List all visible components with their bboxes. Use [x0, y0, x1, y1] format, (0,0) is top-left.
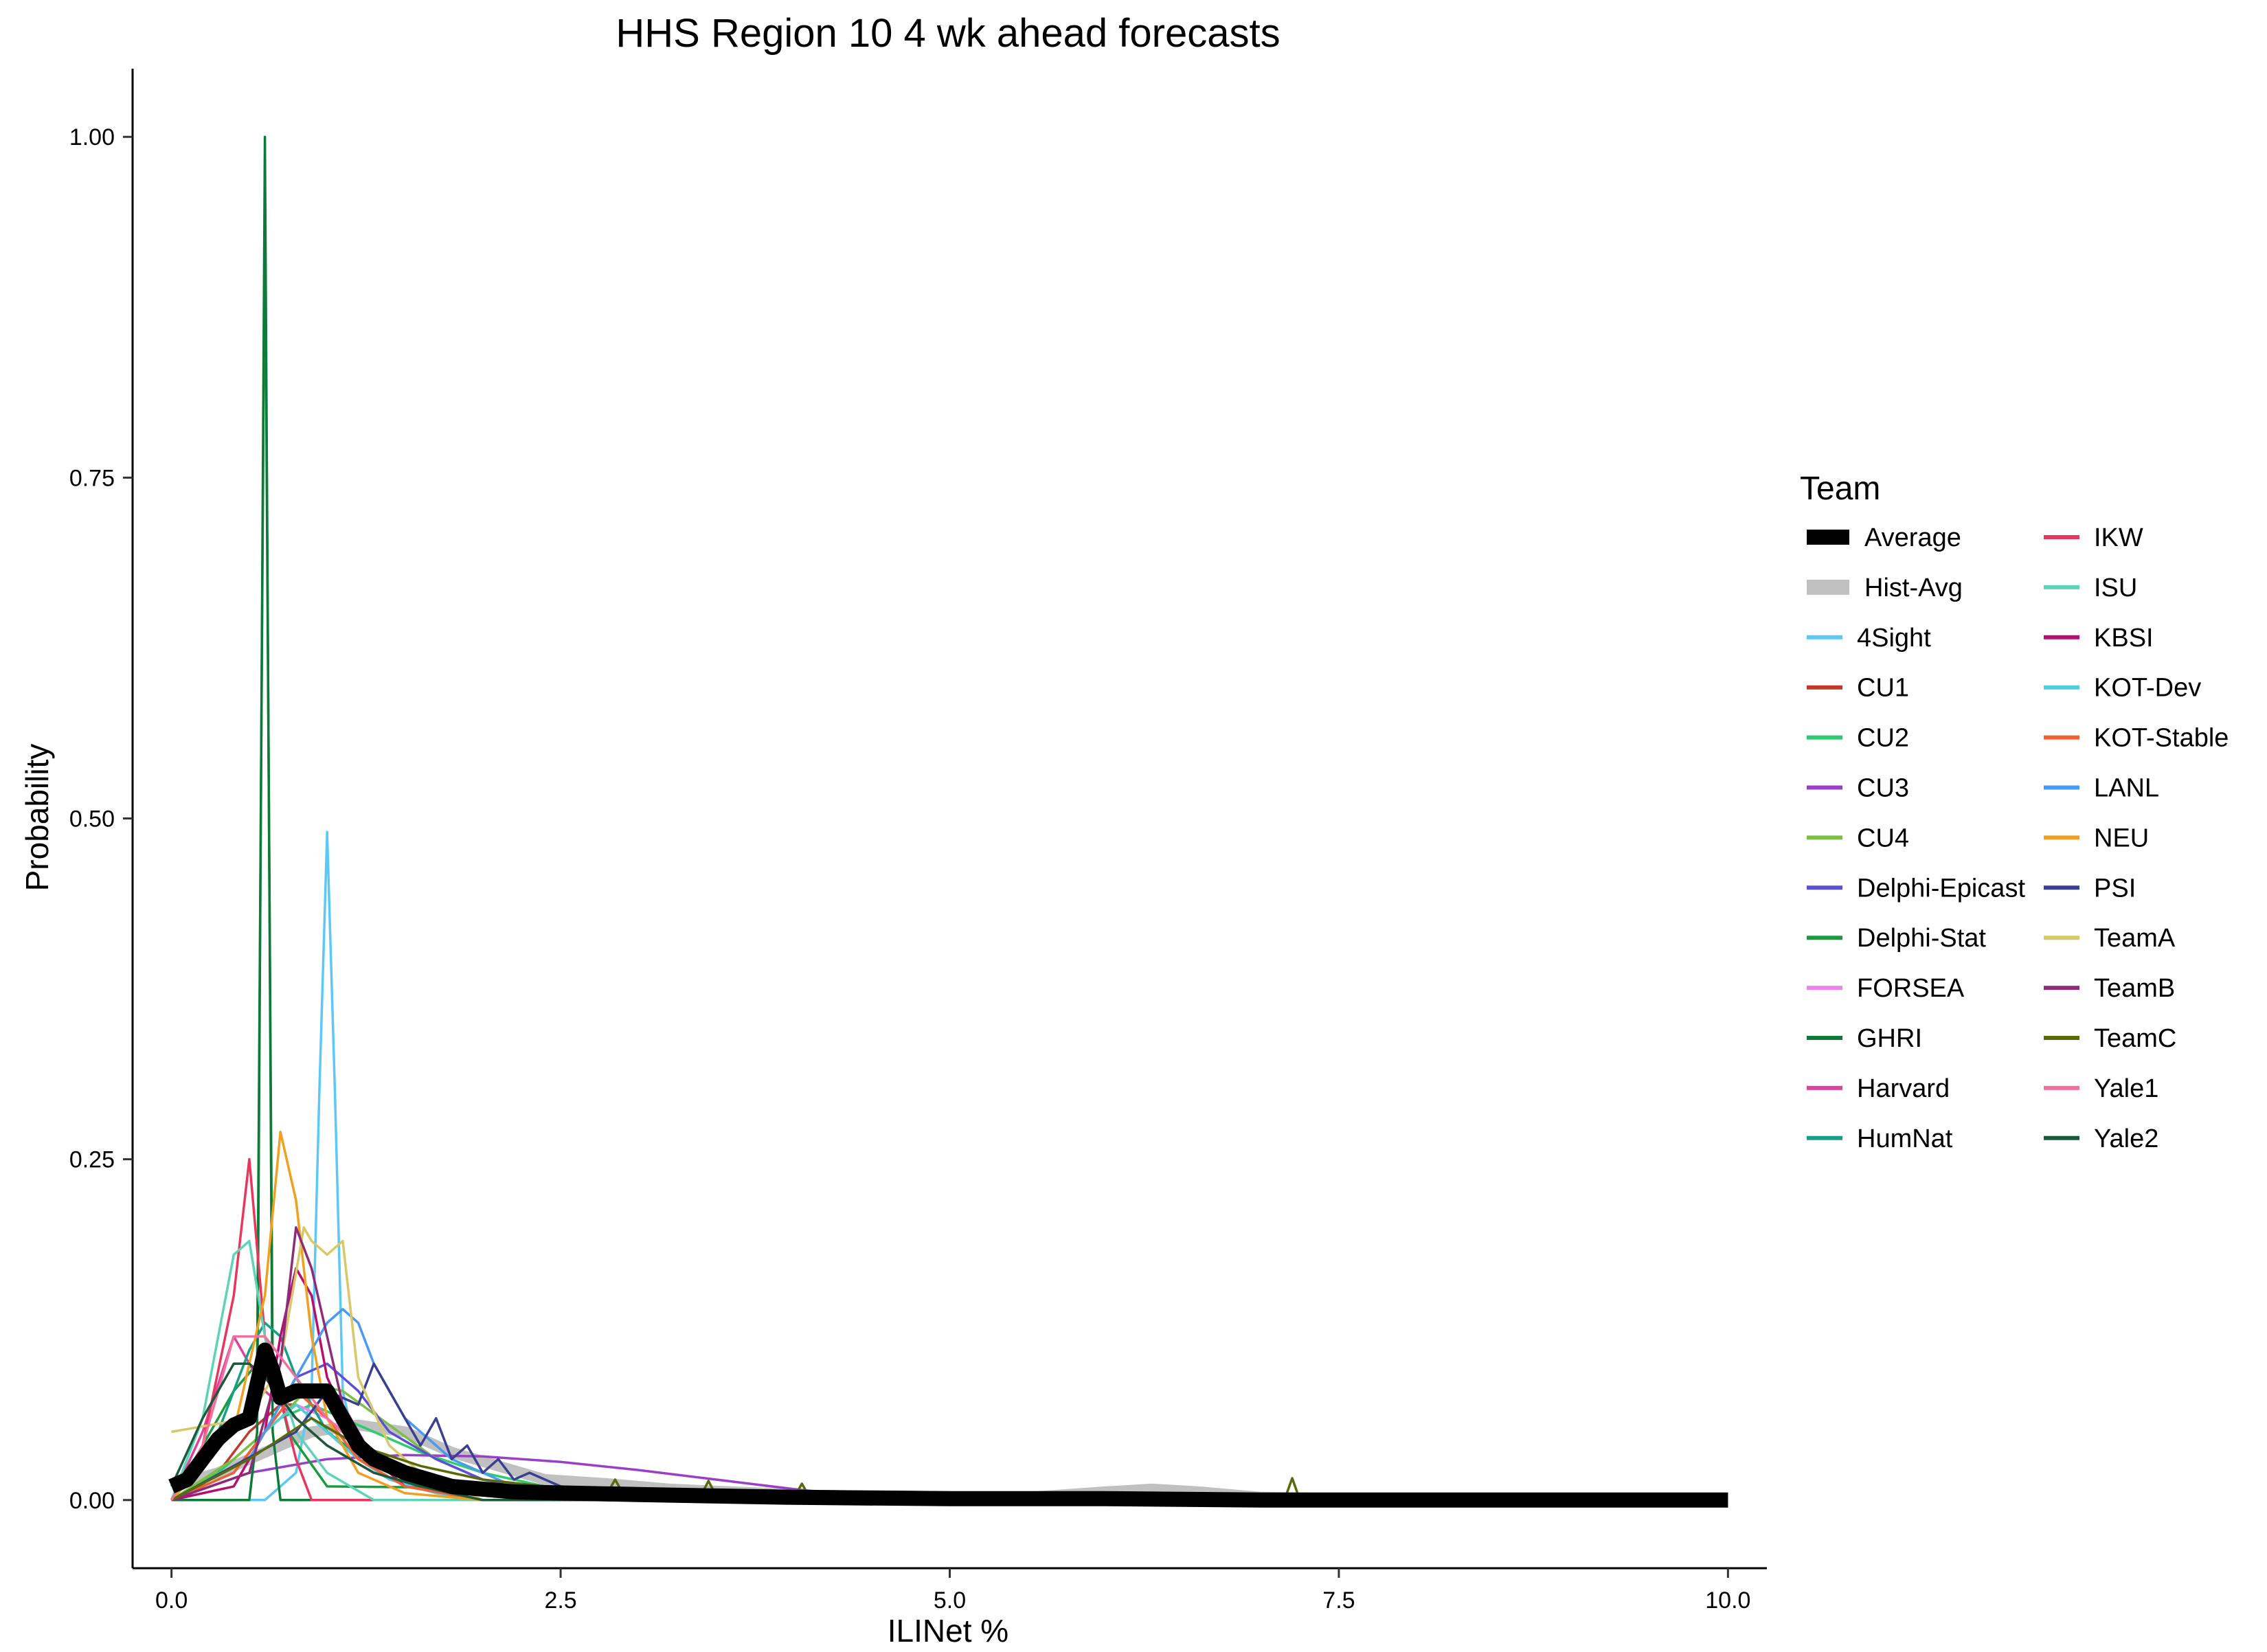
x-tick-label: 2.5	[544, 1587, 576, 1614]
x-tick-label: 0.0	[155, 1587, 188, 1614]
legend: Team Average Hist-Avg 4Sight CU1 CU2 CU3 CU4 De…	[1800, 471, 2229, 1153]
legend-item-kot-stable: KOT-Stable	[2044, 724, 2229, 753]
legend-item-psi: PSI	[2044, 874, 2136, 903]
x-axis: 0.0 2.5 5.0 7.5 10.0	[133, 1567, 1767, 1614]
legend-label: Average	[1864, 523, 1961, 552]
y-tick-label: 0.75	[69, 465, 115, 491]
y-axis: 0.00 0.25 0.50 0.75 1.00	[69, 69, 134, 1568]
legend-item-neu: NEU	[2044, 824, 2149, 852]
legend-label: HumNat	[1857, 1124, 1953, 1153]
legend-item-kbsi: KBSI	[2044, 624, 2154, 653]
series-line-teama	[171, 1226, 1728, 1502]
x-axis-title: ILINet %	[888, 1613, 1008, 1649]
legend-item-average: Average	[1807, 523, 1961, 552]
legend-item-hist-avg: Hist-Avg	[1807, 574, 1963, 602]
legend-label: CU2	[1857, 724, 1909, 753]
series-line-neu	[170, 1131, 1728, 1502]
chart-title: HHS Region 10 4 wk ahead forecasts	[616, 11, 1280, 56]
legend-label: Harvard	[1857, 1074, 1950, 1103]
legend-label: Hist-Avg	[1864, 574, 1963, 602]
legend-item-kot-dev: KOT-Dev	[2044, 674, 2201, 703]
legend-label: Yale2	[2094, 1124, 2158, 1153]
legend-item-ghri: GHRI	[1807, 1024, 1922, 1053]
legend-item-lanl: LANL	[2044, 774, 2159, 803]
series-line-psi	[170, 1362, 1728, 1502]
legend-label: KOT-Dev	[2094, 674, 2201, 703]
legend-label: CU4	[1857, 824, 1909, 852]
y-tick-label: 0.50	[69, 806, 115, 833]
legend-label: IKW	[2094, 523, 2143, 552]
legend-item-harvard: Harvard	[1807, 1074, 1950, 1103]
legend-label: LANL	[2094, 774, 2159, 803]
legend-item-teamb: TeamB	[2044, 974, 2175, 1003]
legend-label: CU1	[1857, 674, 1909, 703]
legend-label: GHRI	[1857, 1024, 1922, 1053]
plot-area	[168, 135, 1728, 1508]
series-line-ikw	[170, 1157, 1728, 1502]
legend-label: 4Sight	[1857, 624, 1931, 653]
legend-label: FORSEA	[1857, 974, 1965, 1003]
legend-item-delphi-stat: Delphi-Stat	[1807, 924, 1986, 953]
legend-item-yale2: Yale2	[2044, 1124, 2158, 1153]
legend-label: NEU	[2094, 824, 2149, 852]
legend-item-teamc: TeamC	[2044, 1024, 2176, 1053]
y-tick-label: 1.00	[69, 124, 115, 150]
legend-label: TeamA	[2094, 924, 2176, 953]
legend-item-humnat: HumNat	[1807, 1124, 1953, 1153]
y-axis-title: Probability	[19, 744, 55, 892]
legend-item-forsea: FORSEA	[1807, 974, 1965, 1003]
legend-title: Team	[1800, 471, 1880, 507]
legend-label: KOT-Stable	[2094, 724, 2229, 753]
legend-item-isu: ISU	[2044, 574, 2137, 602]
legend-item-cu4: CU4	[1807, 824, 1909, 852]
series-line-4sight	[171, 830, 1728, 1502]
legend-item-teama: TeamA	[2044, 924, 2176, 953]
legend-item-delphi-epicast: Delphi-Epicast	[1807, 874, 2025, 903]
legend-label: Delphi-Stat	[1857, 924, 1986, 953]
x-tick-label: 5.0	[934, 1587, 966, 1614]
legend-label: TeamB	[2094, 974, 2175, 1003]
legend-item-yale1: Yale1	[2044, 1074, 2158, 1103]
legend-label: TeamC	[2094, 1024, 2176, 1053]
legend-label: Yale1	[2094, 1074, 2158, 1103]
y-tick-label: 0.25	[69, 1147, 115, 1173]
legend-label: KBSI	[2094, 624, 2154, 653]
series-line-ghri	[171, 135, 1728, 1502]
series-line-delphi-stat	[170, 203, 1728, 1502]
legend-label: ISU	[2094, 574, 2137, 602]
legend-item-cu3: CU3	[1807, 774, 1909, 803]
legend-item-ikw: IKW	[2044, 523, 2143, 552]
x-tick-label: 10.0	[1705, 1587, 1750, 1614]
legend-item-4sight: 4Sight	[1807, 624, 1931, 653]
legend-label: CU3	[1857, 774, 1909, 803]
x-tick-label: 7.5	[1322, 1587, 1355, 1614]
legend-item-cu1: CU1	[1807, 674, 1909, 703]
legend-item-cu2: CU2	[1807, 724, 1909, 753]
legend-label: PSI	[2094, 874, 2136, 903]
series-line-average	[168, 1342, 1728, 1508]
y-tick-label: 0.00	[69, 1488, 115, 1514]
legend-label: Delphi-Epicast	[1857, 874, 2025, 903]
